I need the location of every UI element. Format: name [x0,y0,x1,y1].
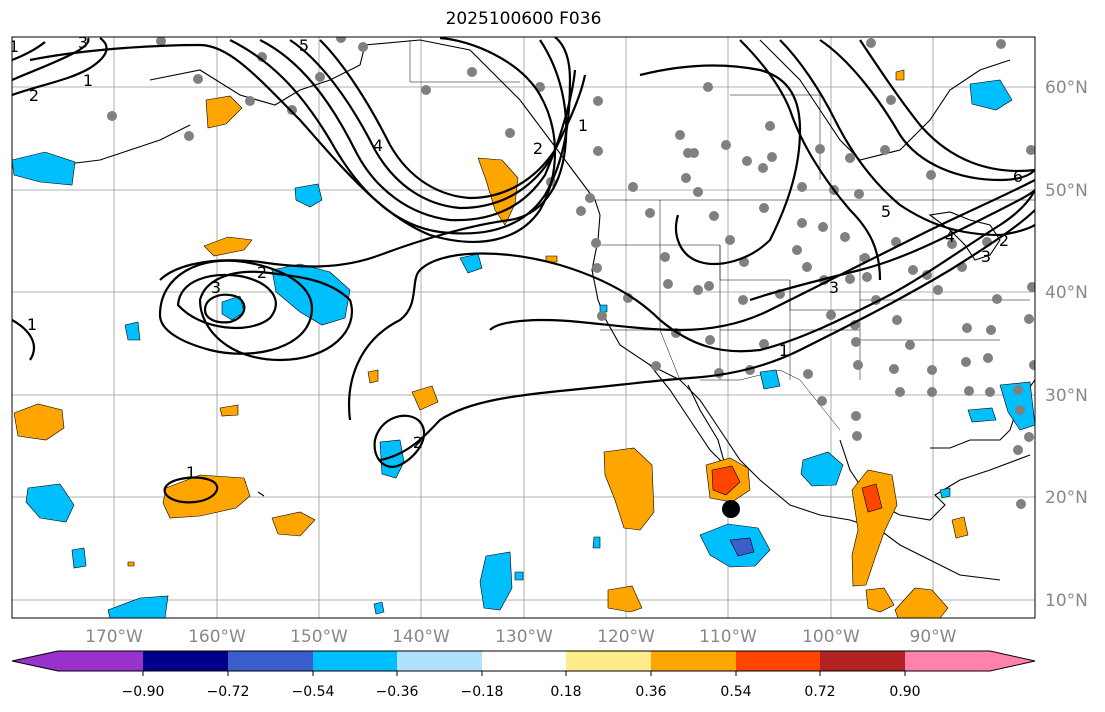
lon-label: 100°W [802,627,860,647]
contour-label: 2 [533,139,543,158]
longitude-labels: 170°W 160°W 150°W 140°W 130°W 120°W 110°… [85,627,957,647]
contour-label: 1 [186,463,196,482]
storm-center-marker [722,500,740,518]
lat-label: 40°N [1045,283,1088,303]
contour-label: 4 [373,136,383,155]
colorbar-cell [905,651,1035,671]
colorbar-cell [228,651,313,671]
contour-label: 4 [945,227,955,246]
lon-label: 130°W [495,627,553,647]
map-title: 2025100600 F036 [445,9,602,29]
contour-label: 5 [299,36,309,55]
contour-label: 3 [829,278,839,297]
colorbar-tick-label: 0.36 [635,684,666,700]
lon-label: 140°W [392,627,450,647]
colorbar: −0.90 −0.72 −0.54 −0.36 −0.18 0.18 0.36 … [11,650,1036,700]
lon-label: 170°W [85,627,143,647]
lat-label: 20°N [1045,488,1088,508]
contour-label: 3 [78,33,88,52]
lon-label: 120°W [597,627,655,647]
colorbar-cell [143,651,228,671]
latitude-labels: 60°N 50°N 40°N 30°N 20°N 10°N [1045,78,1088,611]
lon-label: 150°W [290,627,348,647]
borders [409,40,1035,431]
colorbar-tick-label: −0.18 [461,684,504,700]
contour-label: 1 [578,116,588,135]
colorbar-cell [651,651,736,671]
colorbar-cell [12,651,143,671]
lat-label: 10°N [1045,591,1088,611]
colorbar-tick-label: −0.36 [376,684,419,700]
contour-label: 2 [257,263,267,282]
contour-labels: 5 4 2 3 3 2 1 2 1 1 2 1 3 5 6 4 3 2 1 1 [9,33,1023,482]
colorbar-cell [820,651,905,671]
contour-label: 6 [1013,167,1023,186]
colorbar-cell [397,651,482,671]
contour-label: 3 [981,247,991,266]
contour-label: 1 [27,315,37,334]
colorbar-outline [11,650,1036,672]
colorbar-cell [736,651,820,671]
lat-label: 30°N [1045,386,1088,406]
contour-label: 1 [83,71,93,90]
contour-label: 3 [211,278,221,297]
contour-label: 2 [999,231,1009,250]
colorbar-cell [482,651,566,671]
colorbar-tick-label: 0.18 [550,684,581,700]
colorbar-tick-label: −0.72 [207,684,250,700]
coastline-baja [649,364,727,467]
lon-label: 110°W [699,627,757,647]
colorbar-tick-label: 0.90 [889,684,920,700]
colorbar-tick-label: 0.54 [720,684,751,700]
gridlines [12,37,1035,618]
positive-anomaly-patches [13,69,969,618]
coastline-us-west [591,214,1001,581]
contour-lines [12,37,1035,504]
colorbar-cell [566,651,651,671]
lat-label: 60°N [1045,78,1088,98]
colorbar-tick-label: 0.72 [804,684,835,700]
lon-label: 90°W [910,627,957,647]
contour-label: 2 [413,433,423,452]
colorbar-tick-label: −0.90 [122,684,165,700]
lat-label: 50°N [1045,181,1088,201]
map-area: 5 4 2 3 3 2 1 2 1 1 2 1 3 5 6 4 3 2 1 1 [9,33,1035,618]
colorbar-tick-label: −0.54 [292,684,335,700]
colorbar-ticks [142,671,906,676]
contour-label: 1 [779,341,789,360]
map-frame [11,36,1036,619]
colorbar-cell [313,651,397,671]
observation-points [107,37,1035,509]
contour-label: 1 [9,37,19,56]
contour-label: 5 [881,202,891,221]
contour-label: 2 [29,86,39,105]
lon-label: 160°W [188,627,246,647]
